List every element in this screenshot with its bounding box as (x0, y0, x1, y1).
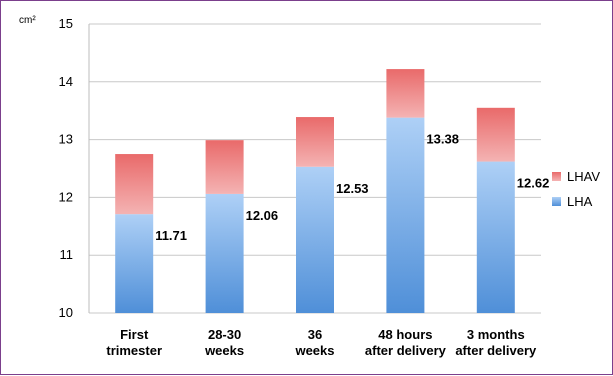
x-category-label: 28-30 weeks (204, 327, 244, 358)
data-label: 11.71 (155, 228, 187, 243)
y-tick-label: 12 (59, 189, 73, 204)
x-axis-labels: First trimester 28-30 weeks 36 weeks 48 hours a… (106, 327, 537, 358)
data-labels: 11.71 12.06 12.53 13.38 12.62 (155, 132, 549, 244)
legend-swatch (552, 172, 561, 181)
y-tick-label: 15 (59, 16, 73, 31)
legend: LHAV LHA (552, 169, 600, 209)
data-label: 12.62 (517, 176, 550, 191)
y-tick-label: 10 (59, 305, 73, 320)
data-label: 12.06 (246, 208, 279, 223)
x-category-label: 3 months after delivery (455, 327, 537, 358)
bar-lha (386, 117, 425, 313)
bar-lhav (296, 117, 334, 167)
legend-label: LHA (567, 194, 593, 209)
x-category-label: 36 weeks (294, 327, 334, 358)
x-category-label: First trimester (106, 327, 162, 358)
data-label: 12.53 (336, 181, 369, 196)
bar-lhav (115, 154, 154, 215)
bars (115, 69, 515, 313)
y-tick-label: 13 (59, 132, 73, 147)
unit-label: cm² (19, 15, 36, 26)
data-label: 13.38 (426, 132, 459, 147)
bar-lha (115, 214, 154, 313)
y-axis-ticks: 10 11 12 13 14 15 (59, 16, 73, 320)
bar-lha (205, 193, 244, 313)
bar-lhav (205, 140, 244, 194)
y-tick-label: 14 (59, 74, 73, 89)
bar-lha (476, 161, 515, 313)
y-tick-label: 11 (60, 247, 74, 262)
legend-label: LHAV (567, 169, 600, 184)
x-category-label: 48 hours after delivery (365, 327, 447, 358)
bar-lha (296, 166, 334, 313)
legend-swatch (552, 197, 561, 206)
bar-lhav (476, 107, 515, 162)
bar-lhav (386, 69, 425, 118)
